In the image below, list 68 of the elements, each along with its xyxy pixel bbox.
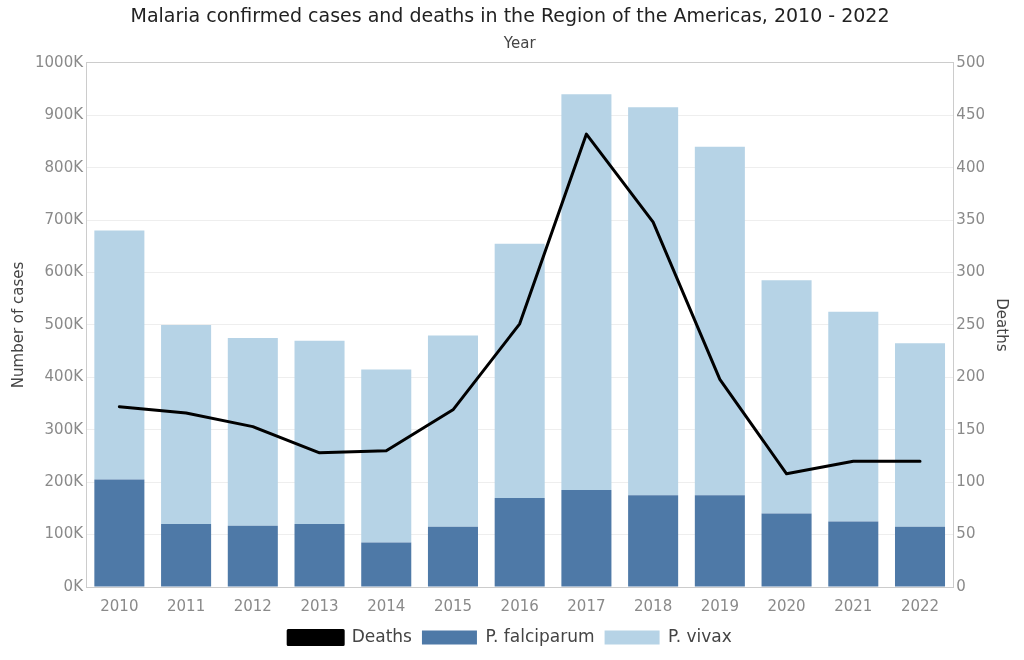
bar [561, 94, 612, 491]
y2-tick-label: 400 [956, 157, 986, 176]
y-tick-label: 400K [44, 367, 85, 386]
y2-axis-title: Deaths [993, 298, 1012, 352]
y-tick-label: 500K [44, 314, 85, 333]
x-tick-label: 2021 [834, 596, 873, 615]
bar [894, 343, 946, 527]
x-axis-title: Year [502, 33, 537, 52]
bar [894, 526, 946, 587]
bar [227, 525, 278, 587]
y2-tick-label: 150 [956, 419, 986, 438]
bar [494, 497, 545, 587]
y-tick-label: 800K [44, 157, 85, 176]
bar [628, 107, 679, 496]
x-tick-label: 2017 [567, 596, 606, 615]
x-tick-label: 2015 [433, 596, 473, 615]
y-tick-label: 100K [44, 524, 85, 543]
y-tick-label: 200K [44, 472, 85, 491]
bar [694, 146, 745, 496]
y2-tick-label: 350 [956, 209, 986, 228]
legend-label: Deaths [351, 625, 413, 646]
bar [361, 369, 412, 543]
bar [94, 479, 145, 587]
bar [227, 338, 278, 526]
bar [694, 495, 745, 587]
y-tick-label: 700K [44, 209, 85, 228]
bar [427, 526, 478, 587]
y2-tick-label: 500 [956, 52, 986, 71]
x-tick-label: 2022 [900, 596, 940, 615]
x-tick-label: 2018 [634, 596, 673, 615]
y-tick-label: 900K [44, 105, 85, 124]
x-tick-label: 2012 [233, 596, 272, 615]
bar [628, 495, 679, 587]
bar [294, 524, 345, 587]
y-tick-label: 600K [44, 262, 85, 281]
bar [427, 335, 478, 527]
x-tick-label: 2014 [367, 596, 406, 615]
y-tick-label: 1000K [34, 52, 85, 71]
bar [828, 521, 879, 587]
x-tick-label: 2010 [100, 596, 139, 615]
y-axis-title: Number of cases [8, 261, 27, 389]
y2-tick-label: 300 [956, 262, 986, 281]
y2-tick-label: 450 [956, 105, 986, 124]
y2-tick-label: 250 [956, 314, 986, 333]
x-tick-label: 2011 [167, 596, 206, 615]
bar [161, 324, 212, 525]
x-tick-label: 2016 [500, 596, 539, 615]
y2-tick-label: 200 [956, 367, 986, 386]
y-tick-label: 0K [63, 576, 85, 595]
y2-tick-label: 100 [956, 472, 986, 491]
x-tick-label: 2020 [767, 596, 806, 615]
bar [94, 230, 145, 480]
chart-title: Malaria confirmed cases and deaths in the Region of the Americas, 2010 - 2022 [130, 4, 890, 27]
y2-tick-label: 50 [956, 524, 976, 543]
bar [494, 243, 545, 498]
bar [361, 542, 412, 587]
bar [561, 490, 612, 587]
bar [761, 280, 812, 514]
x-tick-label: 2019 [700, 596, 739, 615]
legend-label: P. falciparum [485, 625, 595, 646]
y2-tick-label: 0 [956, 576, 966, 595]
x-tick-label: 2013 [300, 596, 339, 615]
bar [161, 524, 212, 587]
legend-label: P. vivax [668, 625, 732, 646]
y-tick-label: 300K [44, 419, 85, 438]
bar [828, 311, 879, 522]
bar [761, 513, 812, 587]
bar [294, 340, 345, 525]
